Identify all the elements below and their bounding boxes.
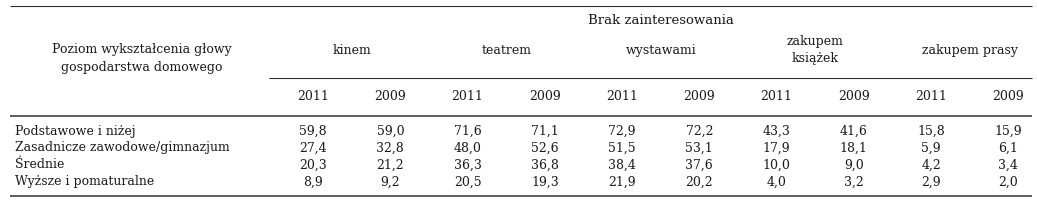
Text: 71,1: 71,1 bbox=[531, 125, 559, 137]
Text: 53,1: 53,1 bbox=[685, 141, 713, 155]
Text: Podstawowe i niżej: Podstawowe i niżej bbox=[15, 125, 136, 137]
Text: 9,2: 9,2 bbox=[381, 176, 400, 188]
Text: Poziom wykształcenia głowy
gospodarstwa domowego: Poziom wykształcenia głowy gospodarstwa … bbox=[52, 42, 232, 73]
Text: 36,8: 36,8 bbox=[531, 158, 559, 172]
Text: 4,0: 4,0 bbox=[766, 176, 786, 188]
Text: 27,4: 27,4 bbox=[300, 141, 327, 155]
Text: 43,3: 43,3 bbox=[762, 125, 790, 137]
Text: 72,2: 72,2 bbox=[685, 125, 713, 137]
Text: 2011: 2011 bbox=[761, 89, 792, 103]
Text: 20,5: 20,5 bbox=[454, 176, 481, 188]
Text: 20,2: 20,2 bbox=[685, 176, 713, 188]
Text: 37,6: 37,6 bbox=[685, 158, 713, 172]
Text: 10,0: 10,0 bbox=[762, 158, 790, 172]
Text: 2009: 2009 bbox=[992, 89, 1025, 103]
Text: 48,0: 48,0 bbox=[453, 141, 481, 155]
Text: 51,5: 51,5 bbox=[609, 141, 636, 155]
Text: 15,9: 15,9 bbox=[994, 125, 1022, 137]
Text: 21,2: 21,2 bbox=[376, 158, 404, 172]
Text: 2009: 2009 bbox=[838, 89, 870, 103]
Text: 2011: 2011 bbox=[298, 89, 329, 103]
Text: 6,1: 6,1 bbox=[999, 141, 1018, 155]
Text: 72,9: 72,9 bbox=[609, 125, 636, 137]
Text: 21,9: 21,9 bbox=[609, 176, 636, 188]
Text: 2009: 2009 bbox=[374, 89, 407, 103]
Text: 2,9: 2,9 bbox=[921, 176, 941, 188]
Text: 5,9: 5,9 bbox=[921, 141, 941, 155]
Text: Brak zainteresowania: Brak zainteresowania bbox=[588, 14, 733, 26]
Text: 59,0: 59,0 bbox=[376, 125, 404, 137]
Text: zakupem
książek: zakupem książek bbox=[787, 35, 844, 65]
Text: Zasadnicze zawodowe/gimnazjum: Zasadnicze zawodowe/gimnazjum bbox=[15, 141, 230, 155]
Text: 18,1: 18,1 bbox=[840, 141, 868, 155]
Text: 3,2: 3,2 bbox=[844, 176, 864, 188]
Text: 52,6: 52,6 bbox=[531, 141, 559, 155]
Text: 2011: 2011 bbox=[452, 89, 483, 103]
Text: 19,3: 19,3 bbox=[531, 176, 559, 188]
Text: wystawami: wystawami bbox=[625, 43, 696, 57]
Text: 41,6: 41,6 bbox=[840, 125, 868, 137]
Text: Średnie: Średnie bbox=[15, 158, 64, 172]
Text: 38,4: 38,4 bbox=[608, 158, 636, 172]
Text: 2011: 2011 bbox=[916, 89, 947, 103]
Text: 8,9: 8,9 bbox=[303, 176, 323, 188]
Text: Wyższe i pomaturalne: Wyższe i pomaturalne bbox=[15, 176, 155, 188]
Text: 17,9: 17,9 bbox=[763, 141, 790, 155]
Text: teatrem: teatrem bbox=[481, 43, 531, 57]
Text: 4,2: 4,2 bbox=[921, 158, 941, 172]
Text: 2011: 2011 bbox=[607, 89, 638, 103]
Text: 32,8: 32,8 bbox=[376, 141, 404, 155]
Text: 15,8: 15,8 bbox=[918, 125, 945, 137]
Text: 2009: 2009 bbox=[683, 89, 716, 103]
Text: 9,0: 9,0 bbox=[844, 158, 864, 172]
Text: 2009: 2009 bbox=[529, 89, 561, 103]
Text: kinem: kinem bbox=[332, 43, 371, 57]
Text: zakupem prasy: zakupem prasy bbox=[922, 43, 1017, 57]
Text: 36,3: 36,3 bbox=[453, 158, 481, 172]
Text: 3,4: 3,4 bbox=[999, 158, 1018, 172]
Text: 59,8: 59,8 bbox=[300, 125, 327, 137]
Text: 20,3: 20,3 bbox=[300, 158, 327, 172]
Text: 2,0: 2,0 bbox=[999, 176, 1018, 188]
Text: 71,6: 71,6 bbox=[454, 125, 481, 137]
